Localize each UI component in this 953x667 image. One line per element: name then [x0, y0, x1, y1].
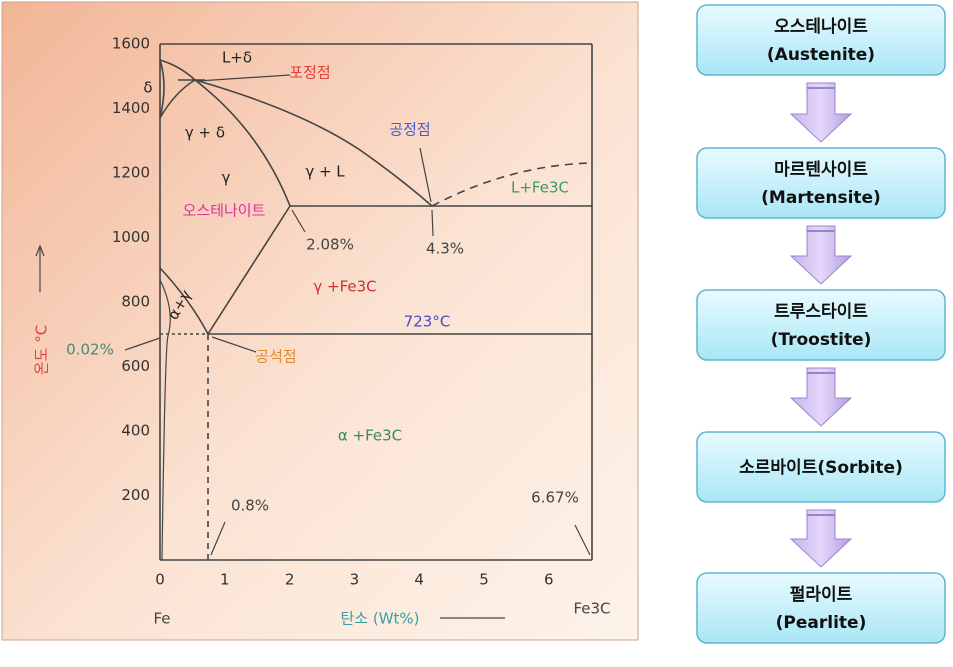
- region-label: γ + L: [305, 163, 345, 181]
- flow-arrows: [789, 82, 853, 568]
- y-tick-label: 200: [121, 486, 150, 504]
- flow-node: [696, 4, 946, 76]
- node-subtitle: (Martensite): [761, 188, 881, 208]
- x-tick-label: 4: [414, 571, 424, 589]
- node-subtitle: (Pearlite): [776, 613, 867, 633]
- region-label: 4.3%: [426, 240, 464, 258]
- region-label: 탄소 (Wt%): [340, 610, 419, 628]
- y-tick-label: 1600: [112, 35, 150, 53]
- region-label: 0.8%: [231, 497, 269, 515]
- region-label: 포정점: [289, 64, 330, 82]
- region-label: α +Fe3C: [338, 427, 402, 445]
- region-label: 0.02%: [66, 341, 114, 359]
- flow-arrow: [789, 509, 853, 568]
- annotation-arrows: [35, 74, 591, 619]
- region-label: 오스테나이트: [183, 202, 266, 220]
- region-label: Fe: [153, 610, 170, 628]
- region-label: L+Fe3C: [511, 179, 569, 197]
- x-tick-label: 1: [220, 571, 230, 589]
- region-label: L+δ: [222, 49, 252, 67]
- x-tick-label: 5: [479, 571, 489, 589]
- region-label: Fe3C: [573, 600, 610, 618]
- y-tick-label: 600: [121, 357, 150, 375]
- region-label: γ: [222, 169, 231, 187]
- flow-node: [696, 289, 946, 361]
- x-tick-label: 3: [350, 571, 360, 589]
- node-title: 소르바이트(Sorbite): [739, 458, 903, 478]
- flow-node: [696, 147, 946, 219]
- region-label: 공정점: [389, 121, 430, 139]
- x-tick-label: 6: [544, 571, 554, 589]
- region-label: γ +Fe3C: [313, 278, 376, 296]
- region-label: 공석점: [255, 348, 296, 366]
- x-tick-label: 0: [155, 571, 165, 589]
- flow-arrow: [789, 225, 853, 285]
- region-label: 6.67%: [531, 489, 579, 507]
- y-tick-label: 1000: [112, 228, 150, 246]
- flow-arrow: [789, 367, 853, 427]
- y-tick-label: 1400: [112, 99, 150, 117]
- flow-arrow: [789, 82, 853, 143]
- node-title: 마르텐사이트: [774, 160, 868, 180]
- diagram-background: [1, 1, 639, 641]
- region-label: 2.08%: [306, 236, 354, 254]
- flow-node: [696, 431, 946, 503]
- y-tick-label: 1200: [112, 164, 150, 182]
- y-tick-label: 800: [121, 293, 150, 311]
- region-label: 온도 °C: [33, 325, 51, 375]
- node-subtitle: (Troostite): [771, 330, 872, 350]
- node-title: 펄라이트: [790, 585, 853, 605]
- node-title: 트루스타이트: [774, 302, 868, 322]
- region-label: 723°C: [404, 313, 451, 331]
- node-title: 오스테나이트: [774, 17, 868, 37]
- flow-node: [696, 572, 946, 644]
- node-subtitle: (Austenite): [767, 45, 875, 65]
- region-label: γ + δ: [185, 124, 225, 142]
- region-label: δ: [143, 79, 152, 97]
- x-tick-label: 2: [285, 571, 295, 589]
- y-tick-label: 400: [121, 422, 150, 440]
- phase-lines: [159, 43, 593, 561]
